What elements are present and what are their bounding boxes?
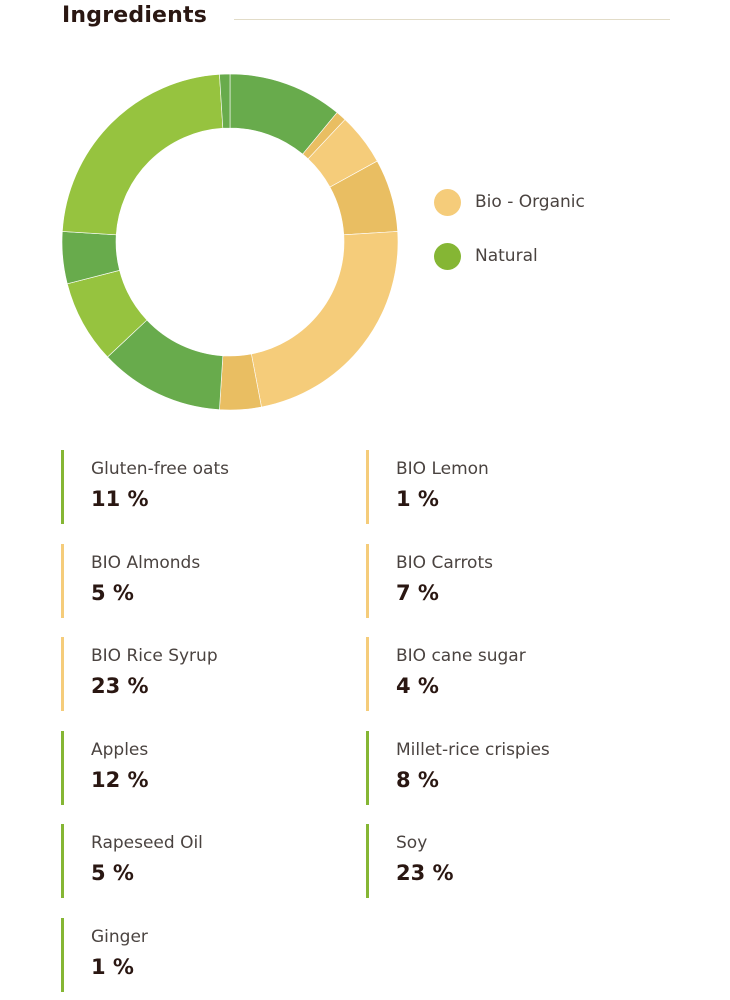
ingredient-percent: 7 %	[396, 581, 439, 605]
ingredient-percent: 5 %	[91, 861, 134, 885]
ingredient-percent: 23 %	[396, 861, 454, 885]
heading-divider	[234, 19, 670, 20]
section-title: Ingredients	[62, 3, 208, 28]
ingredient-bio-cane-sugar: BIO cane sugar 4 %	[366, 637, 646, 711]
ingredient-percent: 1 %	[396, 487, 439, 511]
ingredient-name: Rapeseed Oil	[91, 833, 203, 853]
ingredient-ginger: Ginger 1 %	[61, 918, 341, 992]
ingredient-name: BIO Almonds	[91, 553, 201, 573]
ingredient-rapeseed-oil: Rapeseed Oil 5 %	[61, 824, 341, 898]
legend-swatch-natural	[434, 242, 461, 270]
ingredient-name: Millet-rice crispies	[396, 740, 550, 760]
legend-label-organic: Bio - Organic	[475, 192, 585, 212]
ingredient-name: BIO Carrots	[396, 553, 493, 573]
legend-swatch-organic	[434, 188, 461, 216]
ingredient-percent: 4 %	[396, 674, 439, 698]
legend-item-organic: Bio - Organic	[434, 188, 585, 216]
ingredient-gluten-free-oats: Gluten-free oats 11 %	[61, 450, 341, 524]
ingredient-bio-carrots: BIO Carrots 7 %	[366, 544, 646, 618]
ingredient-name: BIO cane sugar	[396, 646, 526, 666]
ingredient-name: BIO Rice Syrup	[91, 646, 218, 666]
donut-slice-ginger	[219, 73, 231, 129]
ingredient-percent: 5 %	[91, 581, 134, 605]
ingredient-percent: 11 %	[91, 487, 149, 511]
ingredient-percent: 8 %	[396, 768, 439, 792]
ingredient-name: Soy	[396, 833, 428, 853]
donut-slice-soy	[62, 74, 224, 236]
ingredient-name: BIO Lemon	[396, 459, 489, 479]
ingredient-percent: 12 %	[91, 768, 149, 792]
ingredient-name: Gluten-free oats	[91, 459, 229, 479]
donut-slice-bio-rice-syrup	[251, 231, 399, 408]
legend-item-natural: Natural	[434, 242, 538, 270]
ingredient-name: Ginger	[91, 927, 148, 947]
ingredient-bio-lemon: BIO Lemon 1 %	[366, 450, 646, 524]
ingredient-name: Apples	[91, 740, 149, 760]
ingredient-percent: 1 %	[91, 955, 134, 979]
ingredient-percent: 23 %	[91, 674, 149, 698]
ingredients-donut-chart	[61, 73, 399, 411]
legend-label-natural: Natural	[475, 246, 538, 266]
ingredient-bio-rice-syrup: BIO Rice Syrup 23 %	[61, 637, 341, 711]
ingredient-millet-rice-crispies: Millet-rice crispies 8 %	[366, 731, 646, 805]
ingredient-soy: Soy 23 %	[366, 824, 646, 898]
ingredient-bio-almonds: BIO Almonds 5 %	[61, 544, 341, 618]
ingredient-apples: Apples 12 %	[61, 731, 341, 805]
